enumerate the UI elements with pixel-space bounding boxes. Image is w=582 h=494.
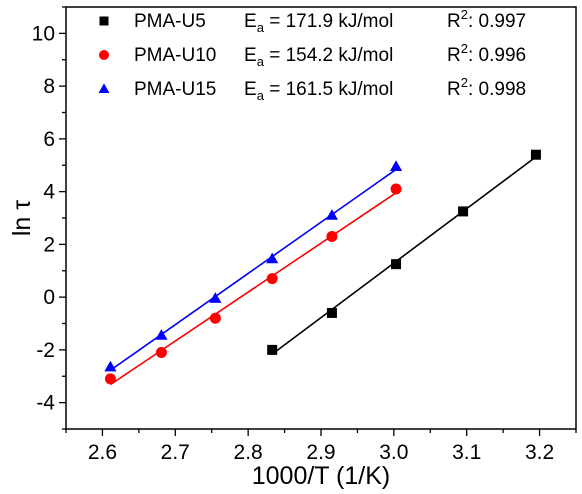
legend-marker <box>99 16 109 26</box>
ea-subscript: a <box>257 20 265 35</box>
y-tick-label: 6 <box>43 128 55 151</box>
r2-value: : 0.996 <box>468 45 526 66</box>
ea-value: = 171.9 kJ/mol <box>264 11 393 32</box>
y-tick-label: 8 <box>43 75 55 98</box>
ea-symbol: E <box>244 79 257 100</box>
y-axis-label: ln τ <box>8 200 36 236</box>
data-point <box>267 344 278 355</box>
data-point <box>389 160 403 171</box>
y-tick-label: 4 <box>43 181 55 204</box>
fit-line <box>271 156 537 355</box>
legend-r-squared: R2: 0.998 <box>447 75 526 100</box>
ea-value: = 161.5 kJ/mol <box>264 79 393 100</box>
data-point <box>155 329 168 340</box>
legend-marker <box>99 50 109 60</box>
ea-symbol: E <box>244 45 257 66</box>
y-tick-label: -2 <box>36 339 55 362</box>
plot-frame <box>65 6 577 430</box>
legend-series-name: PMA-U15 <box>134 79 216 100</box>
r2-symbol: R <box>447 79 461 100</box>
r2-value: : 0.997 <box>468 11 526 32</box>
r2-superscript: 2 <box>461 75 468 90</box>
data-point <box>104 373 116 385</box>
x-tick-label: 2.6 <box>88 441 117 464</box>
ea-symbol: E <box>244 11 257 32</box>
r2-symbol: R <box>447 11 461 32</box>
legend-marker <box>98 83 110 93</box>
x-tick-label: 2.9 <box>306 441 335 464</box>
y-tick-label: 10 <box>32 22 55 45</box>
data-point <box>391 259 402 270</box>
fit-lines <box>109 156 537 386</box>
ea-subscript: a <box>257 88 265 103</box>
y-tick-label: -4 <box>36 392 55 415</box>
legend-series-name: PMA-U5 <box>134 11 206 32</box>
legend-r-squared: R2: 0.997 <box>447 7 526 32</box>
legend-activation-energy: Ea = 154.2 kJ/mol <box>244 45 393 69</box>
legend-activation-energy: Ea = 171.9 kJ/mol <box>244 11 393 35</box>
legend-r-squared: R2: 0.996 <box>447 41 526 66</box>
x-tick-label: 3.2 <box>525 441 554 464</box>
data-point <box>325 209 339 220</box>
data-point <box>326 230 338 242</box>
ea-subscript: a <box>257 54 265 69</box>
fit-line <box>109 192 397 386</box>
y-tick-label: 0 <box>43 286 55 309</box>
data-point <box>390 183 402 195</box>
data-point <box>530 149 541 160</box>
data-points <box>104 149 541 385</box>
data-point <box>104 360 117 372</box>
legend-series-name: PMA-U10 <box>134 45 216 66</box>
data-point <box>266 252 279 264</box>
x-tick-label: 3.1 <box>452 441 481 464</box>
data-point <box>155 347 167 359</box>
data-point <box>209 312 221 324</box>
data-point <box>209 292 222 303</box>
data-point <box>326 307 337 318</box>
x-tick-label: 2.8 <box>234 441 263 464</box>
fit-line <box>109 168 397 371</box>
x-tick-label: 2.7 <box>161 441 190 464</box>
ea-value: = 154.2 kJ/mol <box>264 45 393 66</box>
r2-superscript: 2 <box>461 7 468 22</box>
data-point <box>458 206 469 217</box>
r2-superscript: 2 <box>461 41 468 56</box>
data-point <box>266 273 278 285</box>
r2-value: : 0.998 <box>468 79 526 100</box>
y-tick-label: 2 <box>43 233 55 256</box>
legend-activation-energy: Ea = 161.5 kJ/mol <box>244 79 393 103</box>
x-tick-label: 3.0 <box>379 441 408 464</box>
x-axis-label: 1000/T (1/K) <box>252 462 391 490</box>
r2-symbol: R <box>447 45 461 66</box>
axes: 2.6 2.7 2.8 2.9 3.0 3.1 3.2 -4 -2 0 2 4 6 8 10 <box>32 6 577 464</box>
